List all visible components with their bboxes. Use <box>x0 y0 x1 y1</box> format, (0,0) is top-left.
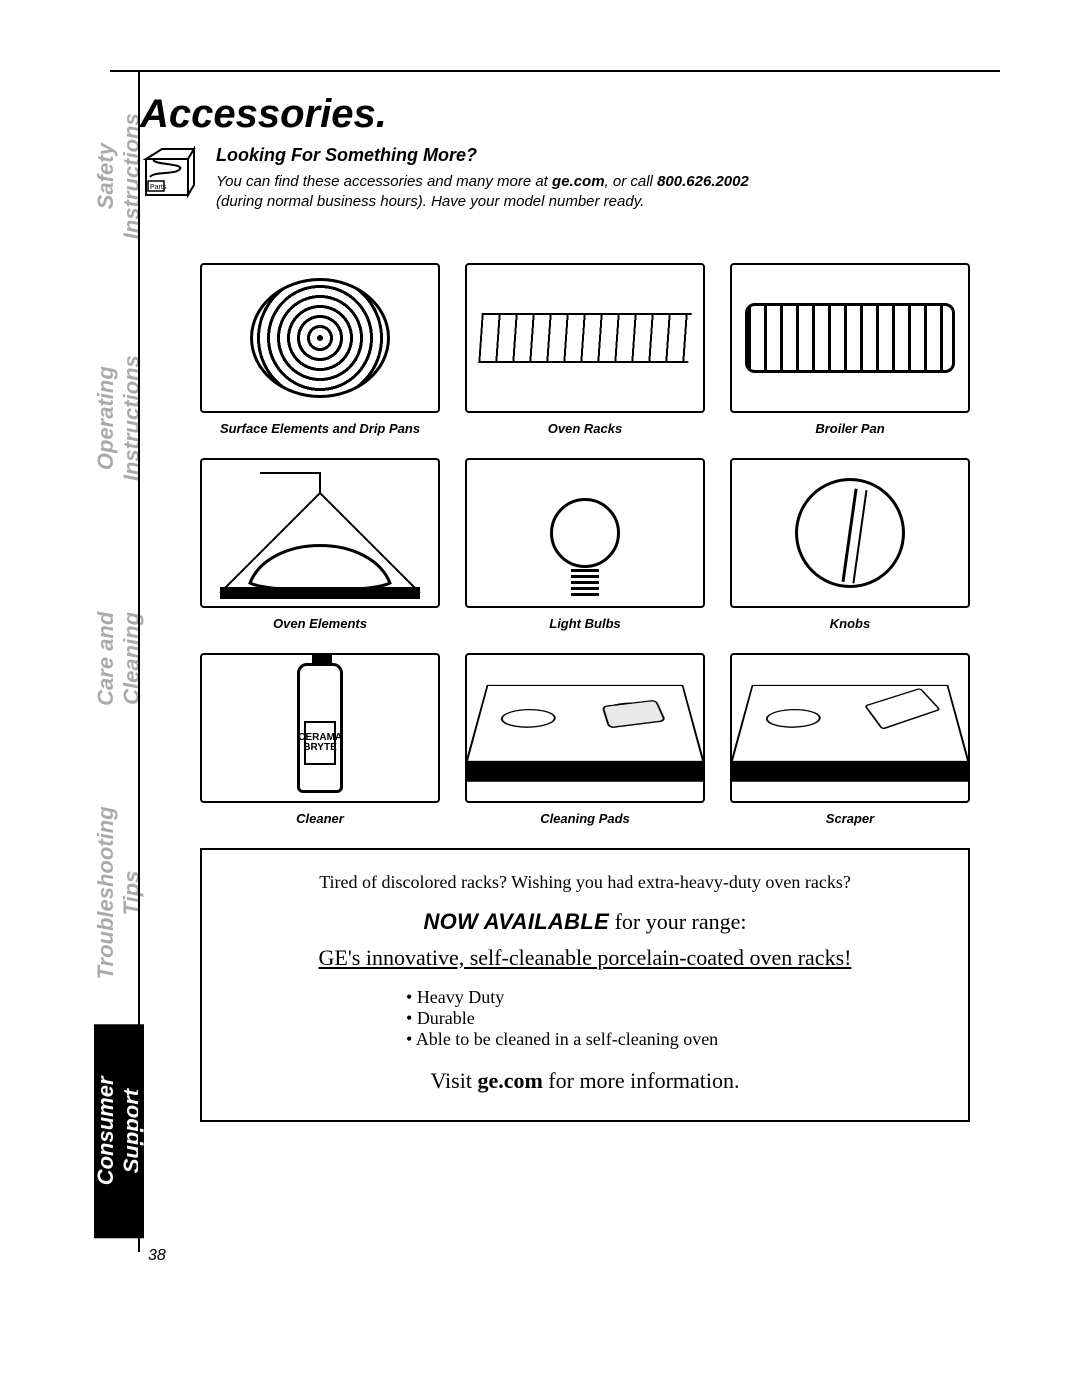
parts-box-icon: Parts <box>140 145 198 203</box>
intro-text-1b: , or call <box>605 173 658 190</box>
bottle-label: CERAMA BRYTE <box>304 721 336 765</box>
intro-phone: 800.626.2002 <box>657 173 749 190</box>
promo-visit-a: Visit <box>430 1068 477 1093</box>
grid-row: Surface Elements and Drip Pans Oven Rack… <box>200 263 970 436</box>
promo-bullet: Durable <box>406 1008 934 1029</box>
page-number: 38 <box>148 1247 166 1265</box>
grid-row: CERAMA BRYTE Cleaner Cleaning Pads <box>200 653 970 826</box>
promo-bullets: Heavy Duty Durable Able to be cleaned in… <box>406 987 934 1050</box>
promo-subline: GE's innovative, self-cleanable porcelai… <box>236 945 934 971</box>
promo-now-available: NOW AVAILABLE <box>423 909 609 934</box>
surface-elements-icon <box>200 263 440 413</box>
knob-icon <box>730 458 970 608</box>
cell-surface-elements: Surface Elements and Drip Pans <box>200 263 440 436</box>
promo-box: Tired of discolored racks? Wishing you h… <box>200 848 970 1122</box>
caption: Oven Elements <box>200 616 440 631</box>
promo-headline: NOW AVAILABLE for your range: <box>236 909 934 935</box>
promo-visit-site: ge.com <box>477 1068 542 1093</box>
cell-knobs: Knobs <box>730 458 970 631</box>
scraper-icon <box>730 653 970 803</box>
intro-site: ge.com <box>552 173 605 190</box>
promo-bullet: Able to be cleaned in a self-cleaning ov… <box>406 1029 934 1050</box>
light-bulb-icon <box>465 458 705 608</box>
cell-oven-elements: Oven Elements <box>200 458 440 631</box>
caption: Knobs <box>730 616 970 631</box>
cell-scraper: Scraper <box>730 653 970 826</box>
promo-bullet: Heavy Duty <box>406 987 934 1008</box>
broiler-pan-icon <box>730 263 970 413</box>
page-title: Accessories. <box>110 72 1000 145</box>
intro-block: Parts Looking For Something More? You ca… <box>110 145 1000 223</box>
cell-cleaning-pads: Cleaning Pads <box>465 653 705 826</box>
intro-subhead: Looking For Something More? <box>216 145 749 166</box>
accessories-grid: Surface Elements and Drip Pans Oven Rack… <box>110 223 1000 826</box>
caption: Surface Elements and Drip Pans <box>200 421 440 436</box>
promo-now-tail: for your range: <box>609 909 746 934</box>
caption: Light Bulbs <box>465 616 705 631</box>
oven-elements-icon <box>200 458 440 608</box>
oven-racks-icon <box>465 263 705 413</box>
page-content: Accessories. Parts Looking For Something… <box>110 70 1000 1122</box>
intro-description: You can find these accessories and many … <box>216 172 749 213</box>
caption: Cleaner <box>200 811 440 826</box>
cell-broiler-pan: Broiler Pan <box>730 263 970 436</box>
cell-light-bulbs: Light Bulbs <box>465 458 705 631</box>
cell-cleaner: CERAMA BRYTE Cleaner <box>200 653 440 826</box>
caption: Scraper <box>730 811 970 826</box>
cleaner-icon: CERAMA BRYTE <box>200 653 440 803</box>
cleaning-pads-icon <box>465 653 705 803</box>
intro-text-2: (during normal business hours). Have you… <box>216 193 644 210</box>
promo-visit: Visit ge.com for more information. <box>236 1068 934 1094</box>
caption: Cleaning Pads <box>465 811 705 826</box>
grid-row: Oven Elements Light Bulbs Knobs <box>200 458 970 631</box>
svg-text:Parts: Parts <box>150 184 167 191</box>
promo-visit-b: for more information. <box>543 1068 740 1093</box>
promo-lead: Tired of discolored racks? Wishing you h… <box>236 872 934 893</box>
cell-oven-racks: Oven Racks <box>465 263 705 436</box>
caption: Oven Racks <box>465 421 705 436</box>
caption: Broiler Pan <box>730 421 970 436</box>
intro-text-1: You can find these accessories and many … <box>216 173 552 190</box>
